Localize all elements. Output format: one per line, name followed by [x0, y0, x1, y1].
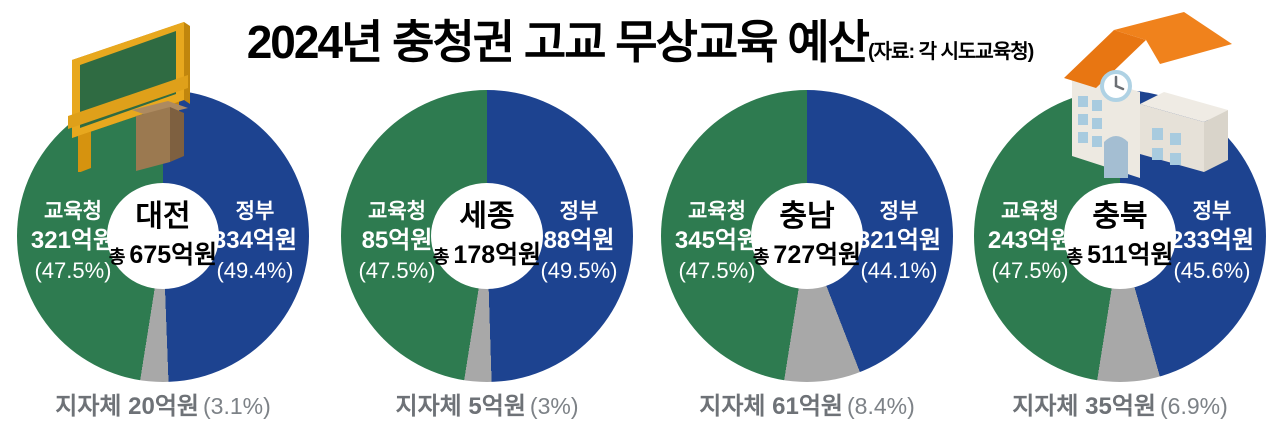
total-prefix: 총	[108, 247, 126, 268]
region-name: 대전	[135, 199, 191, 233]
total-amount: 총 511억원	[1067, 235, 1174, 271]
slice-amount: 334억원	[212, 227, 298, 255]
slice-percent: (49.5%)	[540, 257, 618, 283]
slice-percent: (47.5%)	[991, 257, 1069, 283]
slice-label: 교육청	[1001, 200, 1059, 223]
donut-chart-daejeon: 대전 총 675억원 교육청 321억원 (47.5%) 정부 334억원 (49…	[17, 90, 309, 420]
government-label: 정부 88억원 (49.5%)	[518, 200, 640, 283]
caption-amount: 지자체 35억원	[1012, 393, 1156, 420]
slice-percent: (47.5%)	[678, 257, 756, 283]
slice-amount: 321억원	[856, 227, 942, 255]
total-value: 178억원	[453, 241, 542, 270]
total-value: 727억원	[773, 241, 862, 270]
donut-center: 대전 총 675억원	[107, 183, 219, 289]
slice-percent: (47.5%)	[358, 257, 436, 283]
total-prefix: 총	[752, 247, 770, 268]
education-office-label: 교육청 85억원 (47.5%)	[336, 200, 458, 283]
caption-percent: (3.1%)	[203, 393, 271, 419]
slice-amount: 243억원	[987, 227, 1073, 255]
slice-label: 정부	[235, 200, 275, 223]
education-office-label: 교육청 321억원 (47.5%)	[12, 200, 134, 283]
slice-percent: (49.4%)	[216, 257, 294, 283]
chalkboard-icon	[68, 22, 190, 172]
caption-amount: 지자체 61억원	[699, 393, 843, 420]
donut-chart-chungnam: 충남 총 727억원 교육청 345억원 (47.5%) 정부 321억원 (44…	[661, 90, 953, 420]
caption-percent: (3%)	[529, 393, 579, 419]
school-building-icon	[1064, 12, 1232, 178]
local-gov-caption: 지자체 5억원 (3%)	[341, 386, 633, 421]
slice-label: 정부	[1192, 200, 1232, 223]
total-value: 675억원	[129, 241, 218, 270]
slice-amount: 345억원	[674, 227, 760, 255]
total-prefix: 총	[1066, 247, 1084, 268]
region-name: 세종	[459, 199, 515, 233]
caption-percent: (6.9%)	[1160, 393, 1228, 419]
government-label: 정부 321억원 (44.1%)	[838, 200, 960, 283]
slice-label: 교육청	[368, 200, 426, 223]
slice-percent: (44.1%)	[860, 257, 938, 283]
total-amount: 총 178억원	[433, 235, 541, 271]
slice-label: 정부	[559, 200, 599, 223]
region-name: 충북	[1092, 199, 1148, 233]
slice-amount: 321억원	[30, 227, 116, 255]
government-label: 정부 233억원 (45.6%)	[1151, 200, 1273, 283]
donut-chart-sejong: 세종 총 178억원 교육청 85억원 (47.5%) 정부 88억원 (49.5…	[341, 90, 633, 420]
slice-label: 교육청	[44, 200, 102, 223]
local-gov-caption: 지자체 20억원 (3.1%)	[17, 386, 309, 421]
local-gov-caption: 지자체 35억원 (6.9%)	[974, 386, 1266, 421]
education-office-label: 교육청 345억원 (47.5%)	[656, 200, 778, 283]
slice-amount: 85억원	[361, 227, 433, 255]
donut-center: 충북 총 511억원	[1064, 183, 1176, 289]
total-value: 511억원	[1087, 241, 1174, 270]
total-amount: 총 727억원	[753, 235, 861, 271]
donut-center: 세종 총 178억원	[431, 183, 543, 289]
caption-amount: 지자체 20억원	[55, 393, 199, 420]
caption-amount: 지자체 5억원	[395, 393, 526, 420]
slice-amount: 233억원	[1169, 227, 1255, 255]
slice-label: 정부	[879, 200, 919, 223]
slice-percent: (47.5%)	[34, 257, 112, 283]
region-name: 충남	[779, 199, 835, 233]
government-label: 정부 334억원 (49.4%)	[194, 200, 316, 283]
total-prefix: 총	[432, 247, 450, 268]
slice-percent: (45.6%)	[1173, 257, 1251, 283]
source-note: (자료: 각 시도교육청)	[868, 41, 1034, 63]
local-gov-caption: 지자체 61억원 (8.4%)	[661, 386, 953, 421]
donut-center: 충남 총 727억원	[751, 183, 863, 289]
page-title: 2024년 충청권 고교 무상교육 예산	[246, 16, 870, 68]
header: 2024년 충청권 고교 무상교육 예산(자료: 각 시도교육청)	[0, 6, 1280, 72]
education-office-label: 교육청 243억원 (47.5%)	[969, 200, 1091, 283]
slice-amount: 88억원	[543, 227, 615, 255]
slice-label: 교육청	[688, 200, 746, 223]
caption-percent: (8.4%)	[847, 393, 915, 419]
total-amount: 총 675억원	[109, 235, 217, 271]
